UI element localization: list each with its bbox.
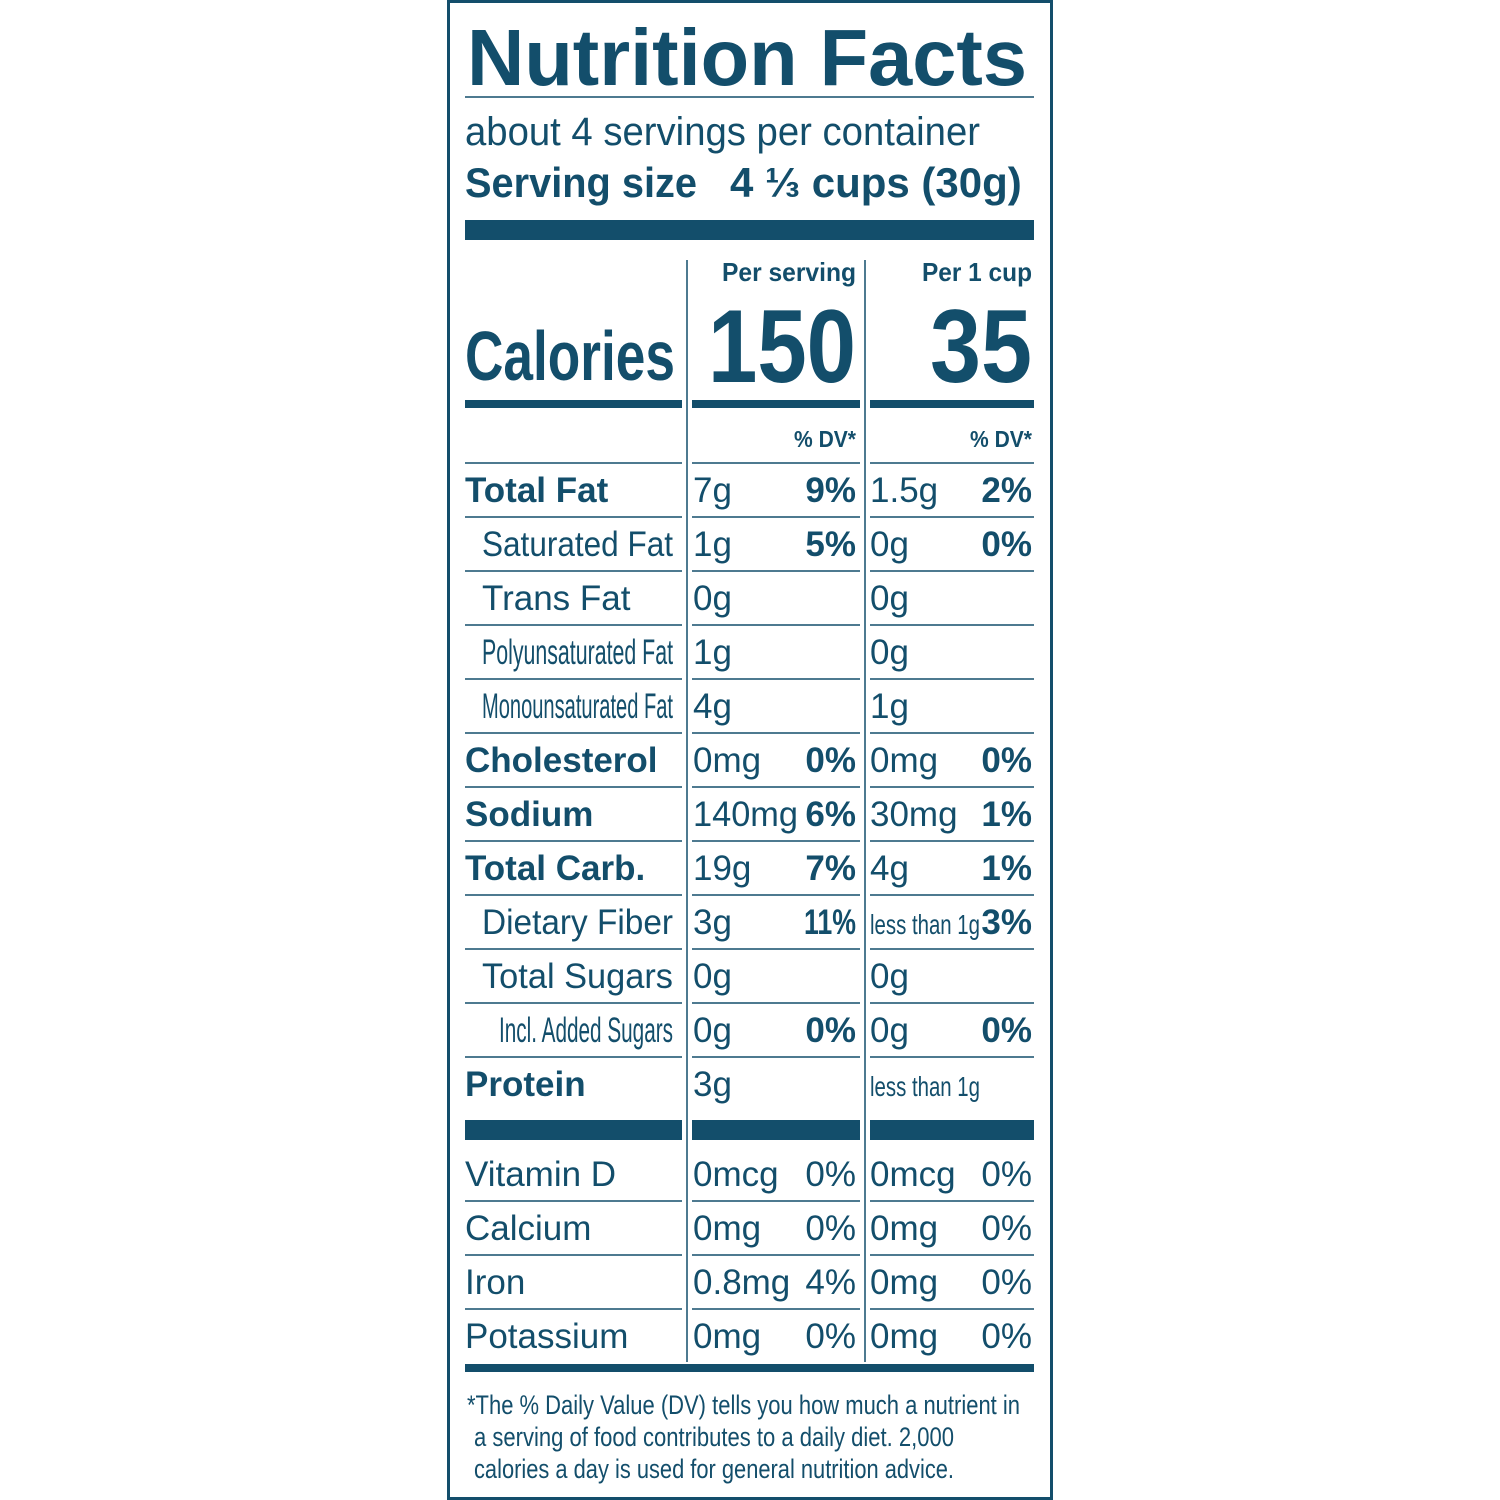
amount: 19g [693,849,751,888]
footnote: calories a day is used for general nutri… [474,1454,954,1484]
daily-value: 0% [981,741,1032,780]
daily-value: 0% [981,1263,1032,1302]
daily-value: 0% [981,1317,1032,1356]
amount: 0g [693,579,732,618]
calories-value: 150 [708,289,856,405]
daily-value: 0% [981,1209,1032,1248]
daily-value: 0% [981,1011,1032,1050]
label-border [447,0,1053,1500]
amount: 0mg [693,1317,761,1356]
thick-bar [465,400,682,408]
amount: 4g [870,849,909,888]
daily-value: 5% [805,525,856,564]
amount: 30mg [870,795,958,834]
amount: less than 1g [870,1071,980,1102]
daily-value: 6% [805,795,856,834]
nutrient-name: Saturated Fat [482,525,673,564]
amount: 0mg [870,1263,938,1302]
daily-value: 3% [981,903,1032,942]
amount: 0g [870,579,909,618]
amount: 0mg [870,1209,938,1248]
thick-bar [870,400,1034,408]
serving-size-value: 4 ⅓ cups (30g) [730,159,1022,206]
amount: 0g [870,1011,909,1050]
dv-header: % DV* [970,426,1032,452]
amount: 0g [870,633,909,672]
amount: less than 1g [870,909,980,940]
thick-bar [692,1120,860,1140]
amount: 0mcg [693,1155,779,1194]
daily-value: 2% [981,471,1032,510]
nutrient-name: Trans Fat [482,579,631,618]
nutrient-name: Cholesterol [465,741,658,780]
thick-bar [692,400,860,408]
daily-value: 0% [805,1317,856,1356]
daily-value: 9% [805,471,856,510]
nutrient-name: Polyunsaturated Fat [482,633,673,672]
amount: 0g [870,525,909,564]
amount: 1g [693,525,732,564]
daily-value: 0% [805,741,856,780]
footnote: a serving of food contributes to a daily… [474,1422,954,1452]
thick-bar [465,1364,1034,1372]
calories-value: 35 [930,289,1032,405]
daily-value: 0% [981,1155,1032,1194]
amount: 140mg [693,795,798,834]
amount: 4g [693,687,732,726]
nutrient-name: Protein [465,1065,586,1104]
footnote: *The % Daily Value (DV) tells you how mu… [467,1390,1020,1420]
title: Nutrition Facts [467,13,1027,102]
nutrient-name: Total Carb. [465,849,645,888]
amount: 0mg [870,1317,938,1356]
amount: 0.8mg [693,1263,790,1302]
nutrient-name: Incl. Added Sugars [499,1011,673,1050]
daily-value: 11% [804,903,856,942]
amount: 3g [693,903,732,942]
amount: 0g [693,957,732,996]
daily-value: 1% [981,849,1032,888]
nutrient-name: Calcium [465,1209,591,1248]
nutrient-name: Total Fat [465,471,609,510]
amount: 7g [693,471,732,510]
thick-bar [465,1120,682,1140]
nutrient-name: Dietary Fiber [482,903,673,942]
daily-value: 4% [805,1263,856,1302]
column-header: Per serving [722,257,856,287]
thick-bar [870,1120,1034,1140]
nutrient-name: Vitamin D [465,1155,616,1194]
amount: 1.5g [870,471,938,510]
nutrient-name: Monounsaturated Fat [482,687,673,726]
amount: 0mg [693,1209,761,1248]
dv-header: % DV* [794,426,856,452]
servings: about 4 servings per container [465,110,980,154]
serving-size-label: Serving size [465,159,697,206]
daily-value: 1% [981,795,1032,834]
daily-value: 0% [805,1155,856,1194]
amount: 1g [693,633,732,672]
nutrient-name: Sodium [465,795,593,834]
column-header: Per 1 cup [922,257,1032,287]
amount: 0g [870,957,909,996]
amount: 0mg [870,741,938,780]
calories-label: Calories [465,317,675,395]
amount: 0mcg [870,1155,956,1194]
daily-value: 0% [981,525,1032,564]
nutrient-name: Potassium [465,1317,628,1356]
amount: 0mg [693,741,761,780]
daily-value: 0% [805,1209,856,1248]
nutrient-name: Iron [465,1263,525,1302]
daily-value: 0% [805,1011,856,1050]
daily-value: 7% [805,849,856,888]
amount: 3g [693,1065,732,1104]
amount: 0g [693,1011,732,1050]
amount: 1g [870,687,909,726]
nutrient-name: Total Sugars [482,957,673,996]
thick-bar [465,220,1034,240]
